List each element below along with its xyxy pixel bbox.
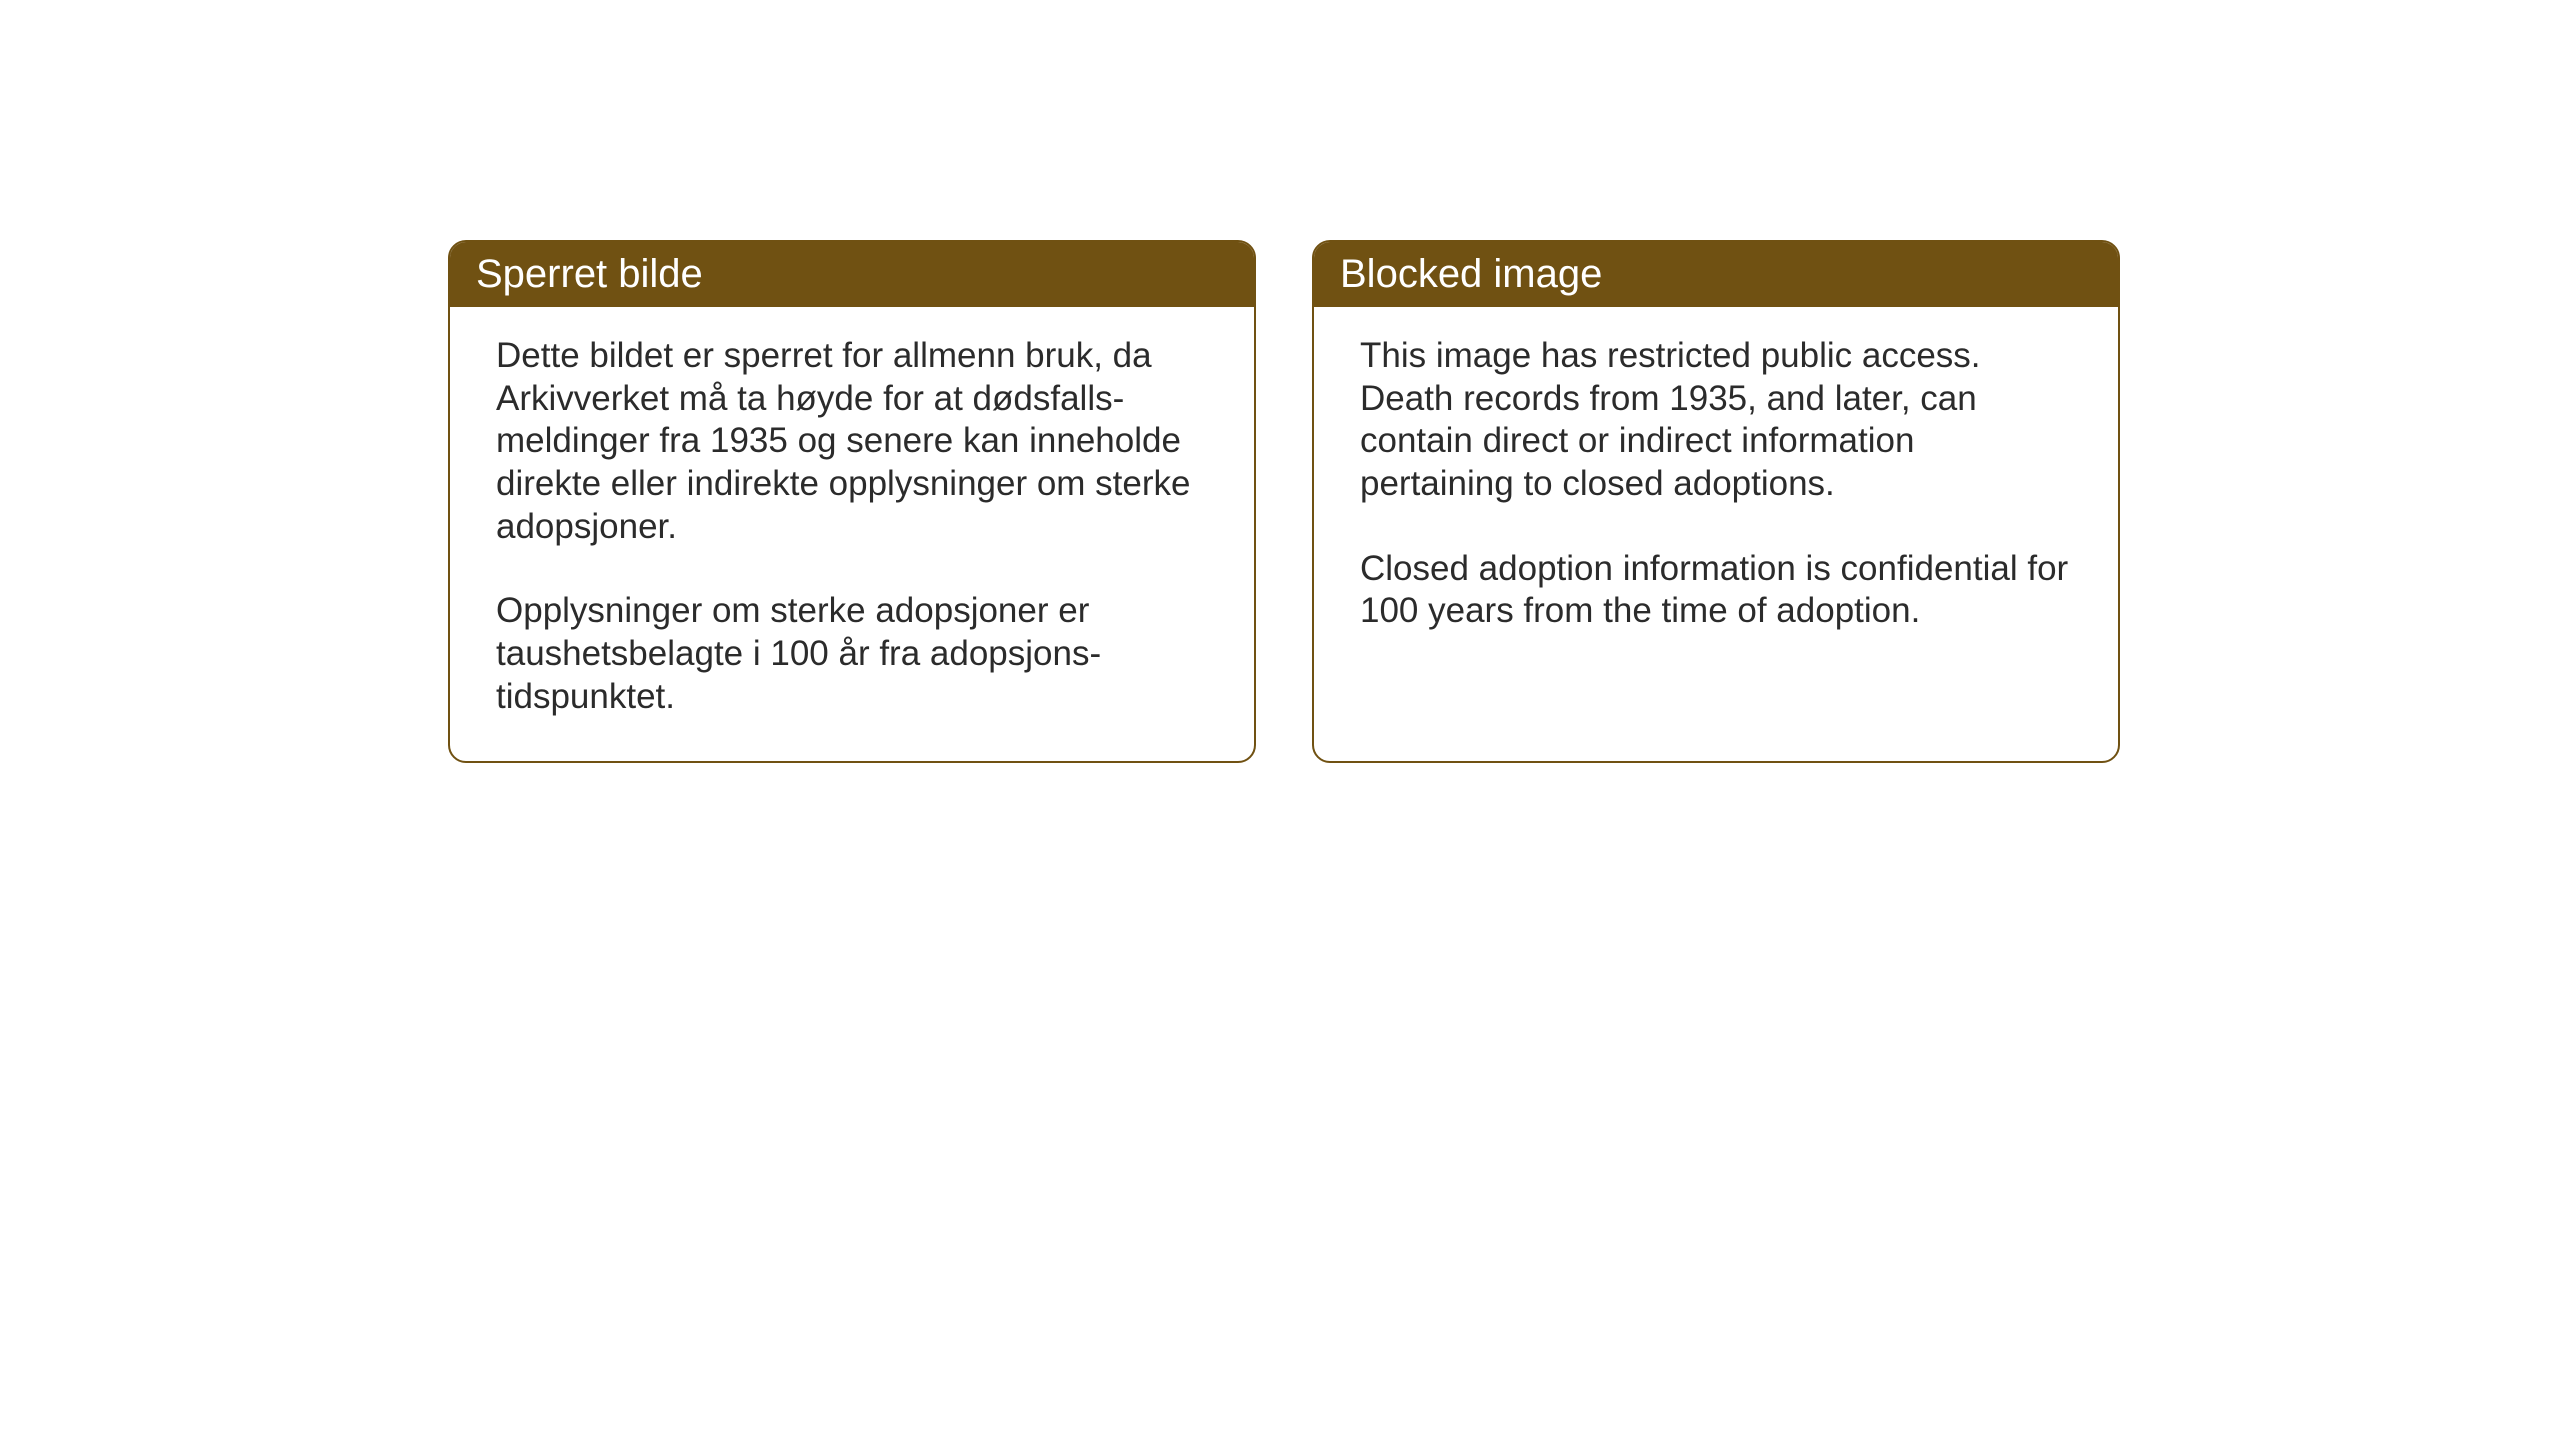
notice-container: Sperret bilde Dette bildet er sperret fo…	[448, 240, 2120, 763]
norwegian-card-title: Sperret bilde	[450, 242, 1254, 307]
english-notice-card: Blocked image This image has restricted …	[1312, 240, 2120, 763]
english-card-title: Blocked image	[1314, 242, 2118, 307]
english-card-body: This image has restricted public access.…	[1314, 307, 2118, 675]
norwegian-paragraph-1: Dette bildet er sperret for allmenn bruk…	[496, 335, 1208, 548]
norwegian-paragraph-2: Opplysninger om sterke adopsjoner er tau…	[496, 590, 1208, 718]
english-paragraph-2: Closed adoption information is confident…	[1360, 548, 2072, 633]
norwegian-notice-card: Sperret bilde Dette bildet er sperret fo…	[448, 240, 1256, 763]
norwegian-card-body: Dette bildet er sperret for allmenn bruk…	[450, 307, 1254, 761]
english-paragraph-1: This image has restricted public access.…	[1360, 335, 2072, 506]
